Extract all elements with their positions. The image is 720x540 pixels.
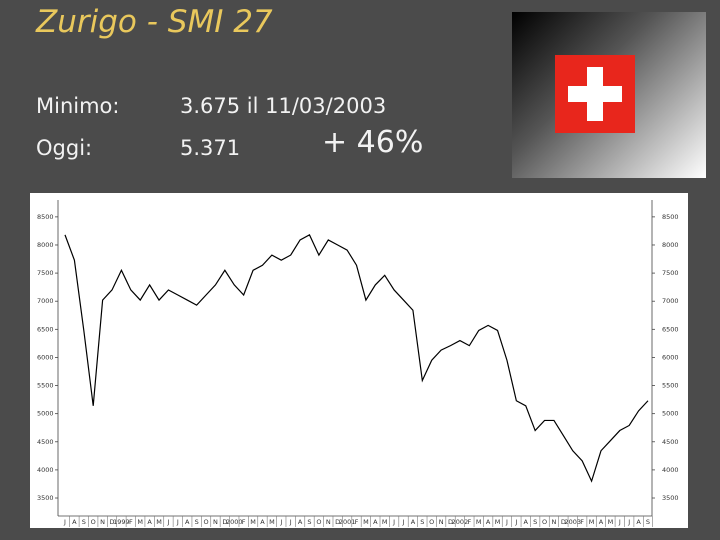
x-tick-label: J [505,518,508,526]
change: + 46% [322,125,424,160]
y-tick-label: 6500 [662,325,679,333]
x-tick-label: J [176,518,179,526]
x-tick-label: O [542,518,547,526]
y-tick-label: 3500 [37,494,54,502]
x-tick-label: F [467,518,471,526]
x-tick-label: S [195,518,199,526]
x-tick-label: A [260,518,265,526]
y-tick-label: 8500 [662,213,679,221]
price-line [64,234,649,483]
y-tick-label: 5500 [662,382,679,390]
x-tick-label: S [420,518,424,526]
x-tick-label: A [411,518,416,526]
x-tick-label: O [203,518,208,526]
y-tick-label: 7500 [662,269,679,277]
y-tick-label: 3500 [662,494,679,502]
today-label: Oggi: [36,136,93,160]
x-tick-label: M [137,518,143,526]
x-tick-label: 2003 [565,518,582,526]
y-tick-label: 8000 [662,241,679,249]
x-tick-label: S [307,518,311,526]
x-tick-label: O [316,518,321,526]
y-tick-label: 6500 [37,325,54,333]
x-tick-label: M [608,518,614,526]
min-value: 3.675 il 11/03/2003 [180,94,387,118]
x-tick-label: D [110,518,115,526]
y-tick-label: 7000 [662,297,679,305]
x-tick-label: M [269,518,275,526]
chart-panel [30,193,688,528]
x-tick-label: M [382,518,388,526]
x-tick-label: A [373,518,378,526]
min-label: Minimo: [36,94,120,118]
x-tick-label: M [589,518,595,526]
x-tick-label: N [552,518,557,526]
x-tick-label: J [279,518,282,526]
x-tick-label: S [82,518,86,526]
x-tick-label: A [72,518,77,526]
x-tick-label: A [147,518,152,526]
x-tick-label: M [156,518,162,526]
x-tick-label: A [298,518,303,526]
y-tick-label: 8000 [37,241,54,249]
x-tick-label: N [439,518,444,526]
y-tick-label: 5500 [37,382,54,390]
x-tick-label: A [599,518,604,526]
y-tick-label: 5000 [662,410,679,418]
x-tick-label: D [222,518,227,526]
x-tick-label: F [355,518,359,526]
flag-red [555,55,635,133]
y-tick-label: 6000 [37,353,54,361]
x-tick-label: N [213,518,218,526]
x-tick-label: D [561,518,566,526]
y-tick-label: 7000 [37,297,54,305]
x-tick-label: M [495,518,501,526]
x-tick-label: F [242,518,246,526]
x-tick-label: 2001 [339,518,356,526]
swiss-flag [512,12,706,178]
x-tick-label: J [63,518,66,526]
x-tick-label: J [627,518,630,526]
y-tick-label: 7500 [37,269,54,277]
y-tick-label: 4500 [662,438,679,446]
x-tick-label: O [91,518,96,526]
cross [587,67,603,121]
x-tick-label: F [129,518,133,526]
x-tick-label: O [429,518,434,526]
x-tick-label: S [646,518,650,526]
y-tick-label: 8500 [37,213,54,221]
x-tick-label: N [100,518,105,526]
y-tick-label: 6000 [662,353,679,361]
x-tick-label: J [618,518,621,526]
today-value: 5.371 [180,136,241,160]
x-tick-label: 1999 [113,518,130,526]
x-tick-label: J [289,518,292,526]
x-tick-label: M [476,518,482,526]
x-tick-label: A [185,518,190,526]
x-tick-label: 2000 [226,518,243,526]
x-tick-label: A [636,518,641,526]
x-tick-label: J [392,518,395,526]
x-tick-label: D [448,518,453,526]
x-tick-label: J [402,518,405,526]
x-tick-label: S [533,518,537,526]
x-tick-label: M [250,518,256,526]
x-tick-label: D [335,518,340,526]
x-tick-label: 2002 [452,518,469,526]
x-tick-label: J [166,518,169,526]
x-tick-label: F [580,518,584,526]
y-tick-label: 4000 [662,466,679,474]
x-tick-label: J [514,518,517,526]
title: Zurigo - SMI 27 [36,4,273,40]
y-tick-label: 4500 [37,438,54,446]
y-tick-label: 5000 [37,410,54,418]
y-tick-label: 4000 [37,466,54,474]
x-tick-label: A [524,518,529,526]
x-tick-label: N [326,518,331,526]
x-tick-label: A [486,518,491,526]
x-tick-label: M [363,518,369,526]
